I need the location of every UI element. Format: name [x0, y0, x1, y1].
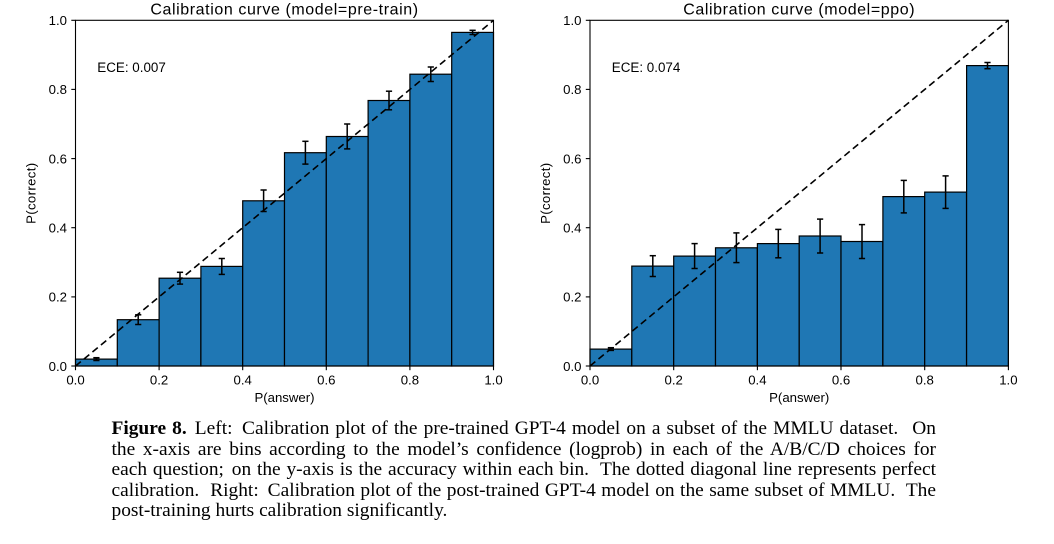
svg-text:ECE: 0.074: ECE: 0.074 — [612, 60, 681, 75]
svg-text:0.6: 0.6 — [317, 372, 335, 387]
svg-text:0.8: 0.8 — [401, 372, 419, 387]
svg-text:P(answer): P(answer) — [254, 390, 314, 405]
svg-text:Calibration curve (model=pre-t: Calibration curve (model=pre-train) — [150, 2, 418, 19]
svg-text:ECE: 0.007: ECE: 0.007 — [97, 60, 165, 75]
svg-text:0.0: 0.0 — [563, 359, 581, 374]
svg-text:0.4: 0.4 — [49, 221, 67, 236]
svg-text:0.2: 0.2 — [563, 290, 581, 305]
svg-text:1.0: 1.0 — [999, 372, 1017, 387]
svg-text:1.0: 1.0 — [49, 13, 67, 28]
svg-text:1.0: 1.0 — [484, 372, 502, 387]
svg-text:0.8: 0.8 — [49, 82, 67, 97]
svg-text:P(answer): P(answer) — [769, 390, 829, 405]
svg-text:0.2: 0.2 — [49, 290, 67, 305]
svg-text:0.4: 0.4 — [234, 372, 252, 387]
svg-text:0.0: 0.0 — [581, 372, 599, 387]
svg-text:0.6: 0.6 — [563, 151, 581, 166]
svg-text:0.4: 0.4 — [748, 372, 766, 387]
svg-text:0.0: 0.0 — [49, 359, 67, 374]
svg-text:1.0: 1.0 — [563, 13, 581, 28]
svg-text:0.4: 0.4 — [563, 221, 581, 236]
svg-text:P(correct): P(correct) — [24, 163, 39, 224]
svg-text:0.2: 0.2 — [665, 372, 683, 387]
svg-text:0.6: 0.6 — [832, 372, 850, 387]
svg-text:P(correct): P(correct) — [538, 163, 553, 224]
svg-text:Calibration curve (model=ppo): Calibration curve (model=ppo) — [683, 2, 915, 19]
svg-text:0.6: 0.6 — [49, 151, 67, 166]
svg-text:0.8: 0.8 — [916, 372, 934, 387]
svg-text:0.2: 0.2 — [150, 372, 168, 387]
svg-text:0.8: 0.8 — [563, 82, 581, 97]
svg-text:0.0: 0.0 — [66, 372, 84, 387]
